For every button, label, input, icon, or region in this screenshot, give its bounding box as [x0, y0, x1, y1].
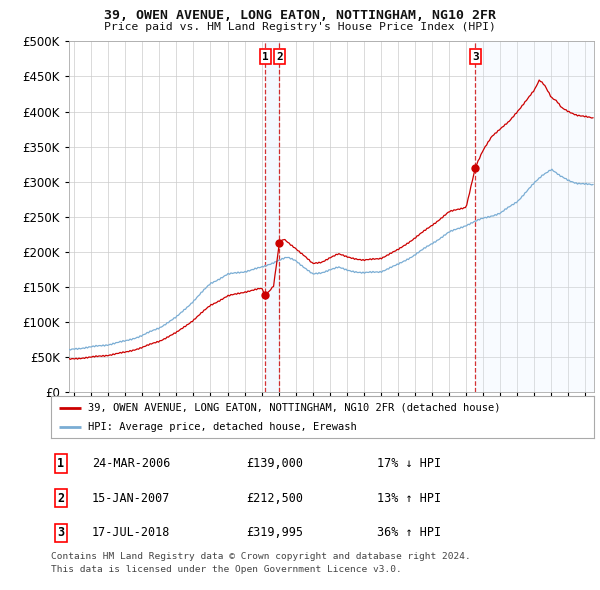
Text: 36% ↑ HPI: 36% ↑ HPI: [377, 526, 441, 539]
Text: 39, OWEN AVENUE, LONG EATON, NOTTINGHAM, NG10 2FR (detached house): 39, OWEN AVENUE, LONG EATON, NOTTINGHAM,…: [88, 402, 500, 412]
Text: Contains HM Land Registry data © Crown copyright and database right 2024.: Contains HM Land Registry data © Crown c…: [51, 552, 471, 560]
Text: 17% ↓ HPI: 17% ↓ HPI: [377, 457, 441, 470]
Text: 1: 1: [262, 52, 269, 62]
Text: 3: 3: [472, 52, 479, 62]
Text: 15-JAN-2007: 15-JAN-2007: [92, 491, 170, 504]
Bar: [265, 41, 280, 392]
Text: £212,500: £212,500: [247, 491, 304, 504]
Text: 2: 2: [57, 491, 64, 504]
Text: HPI: Average price, detached house, Erewash: HPI: Average price, detached house, Erew…: [88, 422, 356, 432]
Text: £319,995: £319,995: [247, 526, 304, 539]
Text: 3: 3: [57, 526, 64, 539]
Text: 39, OWEN AVENUE, LONG EATON, NOTTINGHAM, NG10 2FR: 39, OWEN AVENUE, LONG EATON, NOTTINGHAM,…: [104, 9, 496, 22]
Text: Price paid vs. HM Land Registry's House Price Index (HPI): Price paid vs. HM Land Registry's House …: [104, 22, 496, 32]
Text: 24-MAR-2006: 24-MAR-2006: [92, 457, 170, 470]
Text: 17-JUL-2018: 17-JUL-2018: [92, 526, 170, 539]
Text: 2: 2: [276, 52, 283, 62]
Text: This data is licensed under the Open Government Licence v3.0.: This data is licensed under the Open Gov…: [51, 565, 402, 574]
Text: 13% ↑ HPI: 13% ↑ HPI: [377, 491, 441, 504]
Text: £139,000: £139,000: [247, 457, 304, 470]
Bar: [475, 41, 594, 392]
Text: 1: 1: [57, 457, 64, 470]
